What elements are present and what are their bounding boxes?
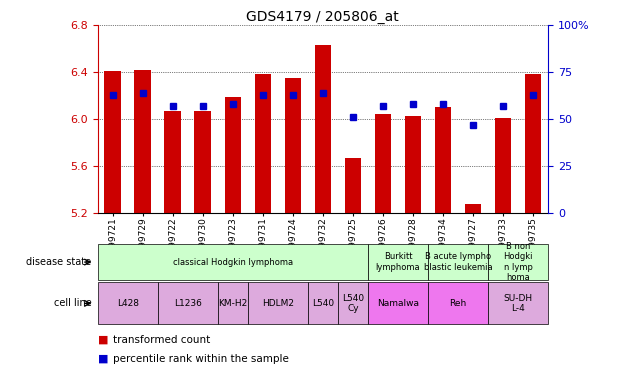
Bar bbox=[314, 45, 331, 213]
Text: L540
Cy: L540 Cy bbox=[342, 294, 364, 313]
Bar bbox=[105, 71, 121, 213]
Bar bbox=[495, 118, 512, 213]
Text: cell line: cell line bbox=[54, 298, 91, 308]
Text: classical Hodgkin lymphoma: classical Hodgkin lymphoma bbox=[173, 258, 293, 266]
Text: percentile rank within the sample: percentile rank within the sample bbox=[113, 354, 289, 364]
Title: GDS4179 / 205806_at: GDS4179 / 205806_at bbox=[246, 10, 399, 24]
Bar bbox=[375, 114, 391, 213]
Text: L1236: L1236 bbox=[174, 299, 202, 308]
Text: transformed count: transformed count bbox=[113, 335, 210, 345]
Bar bbox=[224, 97, 241, 213]
Bar bbox=[285, 78, 301, 213]
Bar bbox=[404, 116, 421, 213]
Text: L428: L428 bbox=[117, 299, 139, 308]
Text: KM-H2: KM-H2 bbox=[218, 299, 248, 308]
Text: Reh: Reh bbox=[449, 299, 467, 308]
Text: Namalwa: Namalwa bbox=[377, 299, 419, 308]
Bar bbox=[525, 74, 541, 213]
Bar bbox=[345, 158, 361, 213]
Text: HDLM2: HDLM2 bbox=[262, 299, 294, 308]
Bar bbox=[134, 70, 151, 213]
Bar bbox=[255, 74, 271, 213]
Text: L540: L540 bbox=[312, 299, 334, 308]
Bar bbox=[164, 111, 181, 213]
Text: SU-DH
L-4: SU-DH L-4 bbox=[503, 294, 532, 313]
Text: ■: ■ bbox=[98, 354, 108, 364]
Text: Burkitt
lymphoma: Burkitt lymphoma bbox=[375, 252, 420, 272]
Bar bbox=[465, 204, 481, 213]
Text: B acute lympho
blastic leukemia: B acute lympho blastic leukemia bbox=[424, 252, 492, 272]
Bar bbox=[435, 107, 451, 213]
Text: ■: ■ bbox=[98, 335, 108, 345]
Bar bbox=[195, 111, 211, 213]
Text: B non
Hodgki
n lymp
homa: B non Hodgki n lymp homa bbox=[503, 242, 533, 282]
Text: disease state: disease state bbox=[26, 257, 91, 267]
